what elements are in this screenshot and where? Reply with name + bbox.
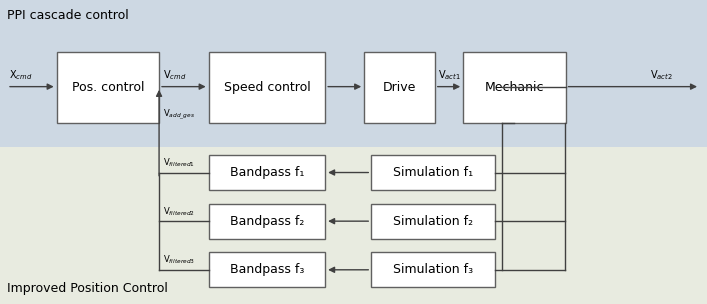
- Bar: [57, 52, 159, 123]
- Bar: [364, 52, 435, 123]
- Text: Drive: Drive: [382, 81, 416, 94]
- Text: Pos. control: Pos. control: [71, 81, 144, 94]
- Text: V$_{{filtered 2}}$: V$_{{filtered 2}}$: [163, 205, 194, 218]
- Text: Bandpass f₁: Bandpass f₁: [230, 166, 304, 179]
- Text: V$_{{filtered 3}}$: V$_{{filtered 3}}$: [163, 254, 194, 266]
- Bar: [371, 252, 495, 287]
- Text: Simulation f₂: Simulation f₂: [393, 215, 473, 228]
- Bar: [371, 155, 495, 190]
- Text: Mechanic: Mechanic: [484, 81, 544, 94]
- Bar: [209, 155, 325, 190]
- Text: V$_{{filtered 1}}$: V$_{{filtered 1}}$: [163, 156, 194, 169]
- Text: Bandpass f₂: Bandpass f₂: [230, 215, 304, 228]
- Text: V$_{{cmd}}$: V$_{{cmd}}$: [163, 68, 186, 82]
- Text: V$_{{act 1}}$: V$_{{act 1}}$: [438, 68, 462, 82]
- Bar: [371, 204, 495, 239]
- Bar: [209, 52, 325, 123]
- Bar: [463, 52, 566, 123]
- Text: Bandpass f₃: Bandpass f₃: [230, 263, 304, 276]
- Text: Improved Position Control: Improved Position Control: [7, 282, 168, 295]
- Text: X$_{{cmd}}$: X$_{{cmd}}$: [9, 68, 33, 82]
- Text: Speed control: Speed control: [223, 81, 310, 94]
- Text: Simulation f₃: Simulation f₃: [393, 263, 473, 276]
- Text: V$_{{act 2}}$: V$_{{act 2}}$: [650, 68, 673, 82]
- Bar: [209, 252, 325, 287]
- Text: V$_{{add\_ges}}$: V$_{{add\_ges}}$: [163, 108, 194, 123]
- Bar: [209, 204, 325, 239]
- Text: PPI cascade control: PPI cascade control: [7, 9, 129, 22]
- Bar: [0, 0, 707, 147]
- Text: Simulation f₁: Simulation f₁: [393, 166, 473, 179]
- Bar: [0, 147, 707, 304]
